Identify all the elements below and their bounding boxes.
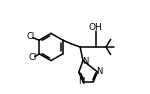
- Text: Cl: Cl: [29, 53, 37, 62]
- Text: N: N: [82, 57, 88, 66]
- Text: Cl: Cl: [27, 32, 35, 41]
- Text: N: N: [78, 77, 85, 86]
- Text: N: N: [96, 67, 103, 76]
- Text: OH: OH: [89, 23, 103, 32]
